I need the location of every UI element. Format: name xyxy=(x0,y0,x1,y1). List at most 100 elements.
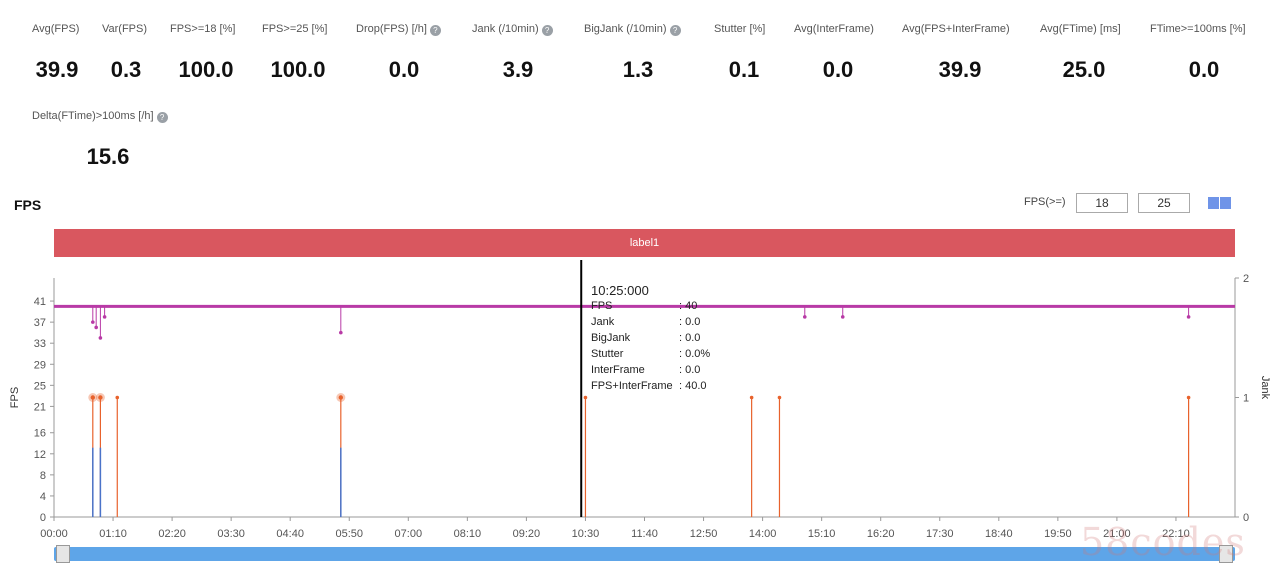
x-tick-label: 16:20 xyxy=(867,528,895,540)
metric-value: 3.9 xyxy=(502,57,534,82)
fps-dip-point xyxy=(102,315,107,319)
info-icon[interactable]: ? xyxy=(429,25,441,36)
fps-threshold-label: FPS(>=) xyxy=(1024,196,1066,208)
fps-threshold-high-input[interactable] xyxy=(1138,193,1190,213)
x-tick-label: 03:30 xyxy=(217,528,245,540)
metric-label-text: Drop(FPS) [/h] xyxy=(356,23,427,35)
metric-label-text: FPS>=18 [%] xyxy=(170,23,236,35)
tooltip-row-value: : 40.0 xyxy=(679,380,707,392)
tooltip-row: InterFrame: 0.0 xyxy=(591,364,731,380)
x-tick-label: 05:50 xyxy=(335,528,363,540)
y-tick-label: 37 xyxy=(34,317,46,329)
tooltip-row: Stutter : 0.0% xyxy=(591,348,731,364)
fps-dip-point xyxy=(802,315,807,319)
x-tick-label: 10:30 xyxy=(572,528,600,540)
x-tick-label: 11:40 xyxy=(631,528,658,540)
metric-value: 100.0 xyxy=(270,57,326,82)
bigjank-marker xyxy=(90,395,96,400)
metric-value: 0.3 xyxy=(110,57,142,82)
metric-label-text: Stutter [%] xyxy=(714,23,766,35)
x-tick-label: 01:10 xyxy=(99,528,127,540)
watermark: 58codes xyxy=(1080,520,1246,564)
metric-value: 39.9 xyxy=(35,57,79,82)
x-tick-label: 12:50 xyxy=(690,528,718,540)
metric-value: 0.0 xyxy=(388,57,420,82)
x-tick-label: 17:30 xyxy=(926,528,954,540)
metric-label-text: BigJank (/10min) xyxy=(584,23,667,35)
tooltip-row-value: : 0.0% xyxy=(679,348,711,360)
y-tick-label: 29 xyxy=(34,359,46,371)
metric-label: Jank (/10min)? xyxy=(472,23,553,36)
tooltip-row-name: Stutter xyxy=(591,348,624,360)
x-tick-label: 09:20 xyxy=(513,528,541,540)
y-tick-label: 25 xyxy=(34,380,46,392)
jank-point xyxy=(749,395,754,400)
info-icon[interactable]: ? xyxy=(156,112,168,123)
y2-tick-label: 2 xyxy=(1243,273,1249,285)
label-band[interactable]: label1 xyxy=(54,229,1235,257)
tooltip-row-value: : 40 xyxy=(679,300,698,312)
tooltip-row-name: FPS xyxy=(591,300,613,312)
bigjank-marker xyxy=(338,395,344,400)
metric-value: 0.0 xyxy=(822,57,854,82)
y-tick-label: 33 xyxy=(34,338,46,350)
fps-dip-point xyxy=(91,320,95,324)
tooltip-row-name: BigJank xyxy=(591,332,631,344)
fps-dip-point xyxy=(98,336,103,340)
scroll-handle-right[interactable] xyxy=(1219,545,1233,563)
metric-label: Stutter [%] xyxy=(714,23,765,35)
x-tick-label: 07:00 xyxy=(395,528,423,540)
chart-view-toggle-icon[interactable] xyxy=(1208,196,1232,209)
jank-point xyxy=(583,395,588,400)
x-tick-label: 00:00 xyxy=(40,528,68,540)
metric-label: FPS>=18 [%] xyxy=(170,23,235,35)
y-tick-label: 16 xyxy=(34,428,46,440)
metric-label: Avg(FPS) xyxy=(32,23,79,35)
y-tick-label: 41 xyxy=(34,296,46,308)
metric-label: Var(FPS) xyxy=(102,23,147,35)
jank-point xyxy=(1186,395,1191,400)
tooltip-time: 10:25:000 xyxy=(591,283,649,298)
fps-threshold-low-input[interactable] xyxy=(1076,193,1128,213)
y2-tick-label: 0 xyxy=(1243,512,1249,524)
tooltip-row-value: : 0.0 xyxy=(679,364,701,376)
y-tick-label: 0 xyxy=(40,512,46,524)
x-tick-label: 18:40 xyxy=(985,528,1013,540)
x-tick-label: 15:10 xyxy=(808,528,836,540)
y-tick-label: 4 xyxy=(40,491,46,503)
metric-value: 15.6 xyxy=(86,144,130,169)
metric-value: 39.9 xyxy=(938,57,982,82)
x-tick-label: 21:00 xyxy=(1103,528,1131,540)
fps-dip-point xyxy=(840,315,845,319)
bigjank-marker xyxy=(98,395,103,400)
metric-label: FPS>=25 [%] xyxy=(262,23,327,35)
chart-title: FPS xyxy=(14,197,42,213)
fps-dip-point xyxy=(94,325,98,330)
x-tick-label: 14:00 xyxy=(749,528,777,540)
metric-value: 1.3 xyxy=(622,57,654,82)
y2-tick-label: 1 xyxy=(1243,393,1249,405)
y-tick-label: 21 xyxy=(34,401,46,413)
metric-label-text: Avg(InterFrame) xyxy=(794,23,874,35)
info-icon[interactable]: ? xyxy=(669,25,681,36)
metric-label-text: FTime>=100ms [%] xyxy=(1150,23,1246,35)
tooltip-row-name: FPS+InterFrame xyxy=(591,380,673,392)
info-icon[interactable]: ? xyxy=(541,25,553,36)
x-tick-label: 08:10 xyxy=(454,528,482,540)
metric-value: 0.1 xyxy=(728,57,760,82)
metric-label-text: Jank (/10min) xyxy=(472,23,539,35)
y-axis-label: FPS xyxy=(9,387,21,408)
x-tick-label: 04:40 xyxy=(276,528,304,540)
scroll-handle-left[interactable] xyxy=(56,545,70,563)
metric-label-text: Var(FPS) xyxy=(102,23,148,35)
metric-label-text: Avg(FTime) [ms] xyxy=(1040,23,1121,35)
time-range-scrollbar[interactable] xyxy=(54,545,1235,563)
metric-label: Drop(FPS) [/h]? xyxy=(356,23,441,36)
metric-label-text: FPS>=25 [%] xyxy=(262,23,328,35)
metric-label: FTime>=100ms [%] xyxy=(1150,23,1246,35)
metric-label-text: Delta(FTime)>100ms [/h] xyxy=(32,110,154,122)
jank-point xyxy=(777,395,782,400)
x-tick-label: 02:20 xyxy=(158,528,186,540)
metric-label: BigJank (/10min)? xyxy=(584,23,681,36)
